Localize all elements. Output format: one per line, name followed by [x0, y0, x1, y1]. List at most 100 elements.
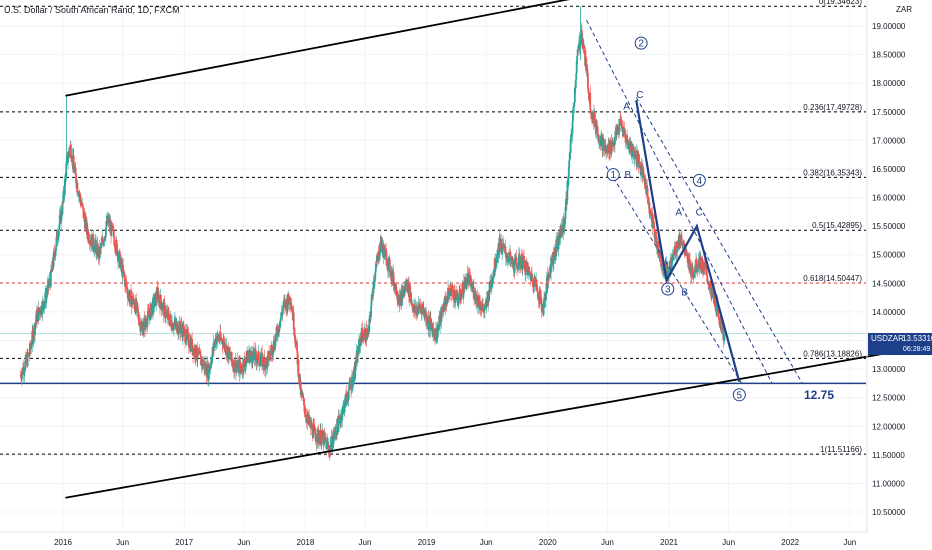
candle-body: [683, 243, 686, 249]
candle-body: [432, 328, 435, 337]
candle-body: [373, 281, 376, 286]
candle-body: [163, 302, 166, 316]
x-tick-label: 2017: [175, 538, 193, 547]
candle-body: [642, 174, 645, 176]
candle-body: [45, 294, 48, 296]
wave-label: A: [675, 207, 682, 218]
candle-body: [282, 301, 285, 308]
candle-body: [577, 49, 580, 51]
candle-body: [363, 331, 366, 338]
candle-body: [34, 322, 37, 326]
candle-body: [530, 276, 532, 281]
candle-body: [433, 330, 435, 335]
candle-body: [239, 362, 242, 375]
candle-body: [244, 362, 247, 368]
candle-body: [236, 366, 239, 368]
candle-body: [468, 275, 470, 284]
candle-body: [323, 432, 325, 446]
candle-body: [79, 199, 82, 205]
candle-body: [147, 311, 150, 316]
candle-body: [557, 236, 559, 250]
candle-body: [176, 321, 179, 334]
candle-body: [343, 407, 346, 413]
fib-level-label: 0.618(14.50447): [803, 274, 862, 283]
price-axis[interactable]: 19.00000 18.50000 18.00000 17.50000 17.00000…: [866, 0, 906, 532]
candle-body: [280, 312, 283, 318]
candle-body: [73, 169, 76, 173]
candle-body: [437, 326, 440, 329]
candle-body: [585, 57, 587, 70]
candle-body: [459, 298, 462, 300]
candle-body: [527, 266, 530, 276]
x-tick-label: 2021: [660, 538, 678, 547]
candle-body: [455, 290, 458, 301]
candle-body: [158, 297, 161, 302]
candle-body: [42, 300, 45, 306]
candle-body: [414, 305, 417, 313]
candle-body: [52, 252, 55, 267]
candle-body: [543, 298, 545, 308]
candle-body: [70, 144, 72, 158]
candle-body: [456, 299, 459, 306]
x-tick-label: Jun: [116, 538, 129, 547]
candle-body: [29, 343, 32, 349]
candle-body: [559, 226, 562, 239]
candle-body: [234, 368, 236, 372]
candle-body: [320, 435, 323, 444]
candle-body: [586, 68, 589, 74]
candle-body: [571, 121, 574, 134]
candle-body: [199, 354, 202, 356]
candle-body: [502, 243, 504, 245]
candle-body: [144, 317, 146, 331]
candle-body: [378, 258, 380, 261]
candle-body: [325, 440, 327, 442]
candle-body: [590, 113, 593, 118]
candle-body: [435, 328, 437, 341]
wave-channel-upper: [586, 20, 773, 384]
candle-body: [500, 239, 503, 249]
candle-body: [398, 295, 401, 306]
candle-body: [517, 267, 520, 270]
candle-body: [421, 304, 423, 314]
candle-body: [703, 263, 705, 270]
candle-body: [88, 241, 91, 242]
candle-body: [538, 290, 541, 304]
candle-body: [559, 226, 562, 228]
candle-body: [218, 338, 221, 341]
candle-body: [283, 301, 285, 303]
candle-body: [535, 279, 538, 285]
candle-body: [31, 331, 34, 333]
candle-body: [441, 307, 443, 312]
candle-body: [330, 444, 332, 452]
candle-body: [275, 334, 277, 342]
candle-body: [87, 232, 90, 242]
candle-body: [601, 137, 604, 151]
candle-body: [469, 275, 472, 287]
candle-body: [160, 303, 163, 311]
candle-body: [545, 283, 548, 295]
candle-body: [112, 230, 115, 238]
candle-body: [159, 295, 162, 304]
candle-body: [643, 175, 646, 182]
candle-body: [555, 239, 558, 249]
candle-body: [697, 266, 700, 268]
candle-body: [524, 260, 526, 272]
candle-body: [149, 307, 152, 321]
candle-body: [513, 259, 516, 273]
x-tick-label: Jun: [722, 538, 735, 547]
wave-channel-lower: [605, 165, 743, 384]
candle-body: [395, 294, 398, 297]
candle-body: [620, 119, 622, 125]
candle-body: [457, 300, 460, 303]
candle-body: [582, 46, 585, 48]
candle-body: [43, 304, 46, 310]
time-axis[interactable]: 2016 Jun 2017 Jun 2018 Jun 2019 Jun 2020 Jun 2021 J…: [0, 531, 867, 547]
candle-body: [67, 158, 70, 163]
candle-body: [32, 335, 35, 342]
candle-body: [564, 218, 566, 224]
candle-body: [187, 331, 189, 333]
candle-body: [132, 298, 135, 303]
candle-body: [314, 427, 317, 435]
candle-body: [370, 295, 373, 306]
